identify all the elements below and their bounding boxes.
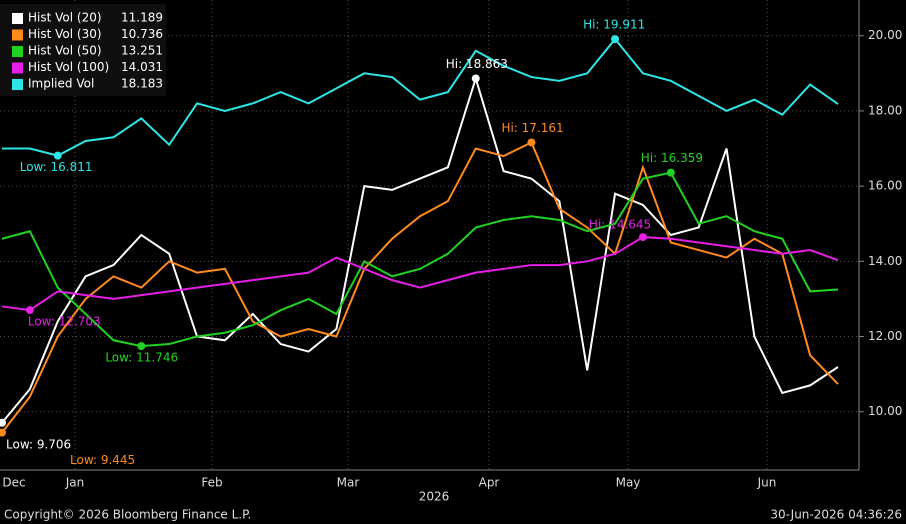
extreme-dot: [527, 138, 536, 147]
y-tick-label: 20.00: [868, 28, 902, 42]
x-tick-label: Apr: [479, 476, 500, 490]
extreme-dot: [53, 151, 62, 160]
line-series: [1, 236, 839, 312]
extreme-dot: [611, 35, 620, 44]
legend-value: 13.251: [121, 44, 163, 58]
timestamp: 30-Jun-2026 04:36:26: [770, 508, 902, 522]
copyright: Copyright© 2026 Bloomberg Finance L.P.: [4, 508, 251, 522]
x-tick-label: Mar: [337, 476, 360, 490]
legend-swatch: [12, 29, 23, 41]
extreme-label: Low: 16.811: [20, 160, 93, 174]
extreme-label: Hi: 16.359: [641, 151, 703, 165]
line-series: [1, 75, 839, 424]
extreme-label: Low: 12.703: [28, 315, 101, 329]
legend-label: Hist Vol (20): [28, 11, 102, 25]
extreme-dot: [25, 306, 34, 315]
legend-value: 10.736: [121, 27, 163, 41]
extreme-dot: [0, 418, 6, 427]
x-tick-label: Jan: [65, 476, 85, 490]
line-series: [2, 37, 839, 157]
extreme-dot: [638, 233, 647, 242]
x-tick-label: Feb: [201, 476, 222, 490]
y-tick-label: 12.00: [868, 329, 902, 343]
extreme-dot: [137, 342, 146, 351]
legend-value: 18.183: [121, 77, 163, 91]
extreme-label: Low: 11.746: [105, 351, 178, 365]
x-year: 2026: [419, 490, 450, 504]
y-tick-label: 18.00: [868, 103, 902, 117]
extreme-label: Hi: 19.911: [583, 18, 645, 32]
legend-value: 11.189: [121, 11, 163, 25]
legend-swatch: [12, 46, 23, 57]
legend-label: Implied Vol: [28, 77, 94, 91]
extreme-dot: [666, 168, 675, 177]
x-tick-label: May: [616, 476, 641, 490]
extreme-label: Hi: 14.645: [589, 218, 651, 232]
legend-swatch: [12, 62, 23, 74]
x-tick-label: Jun: [757, 476, 777, 490]
extreme-dot: [471, 74, 480, 83]
legend-value: 14.031: [121, 60, 163, 74]
y-tick-label: 10.00: [868, 404, 902, 418]
extreme-label: Hi: 18.863: [446, 57, 508, 71]
legend-swatch: [12, 13, 23, 24]
legend-label: Hist Vol (30): [28, 27, 102, 41]
extreme-label: Hi: 17.161: [501, 121, 563, 135]
y-tick-label: 14.00: [868, 254, 902, 268]
legend-box: [0, 4, 166, 96]
legend-label: Hist Vol (50): [28, 44, 102, 58]
legend-swatch: [12, 79, 23, 90]
line-series: [1, 141, 839, 434]
extreme-label: Low: 9.445: [70, 453, 135, 467]
extreme-label: Low: 9.706: [6, 437, 71, 451]
legend: Hist Vol (20) 11.189 Hist Vol (30) 10.736 Hi…: [0, 4, 166, 96]
y-tick-label: 16.00: [868, 179, 902, 193]
x-tick-label: Dec: [2, 476, 25, 490]
extreme-dot: [0, 428, 6, 437]
legend-label: Hist Vol (100): [28, 60, 109, 74]
